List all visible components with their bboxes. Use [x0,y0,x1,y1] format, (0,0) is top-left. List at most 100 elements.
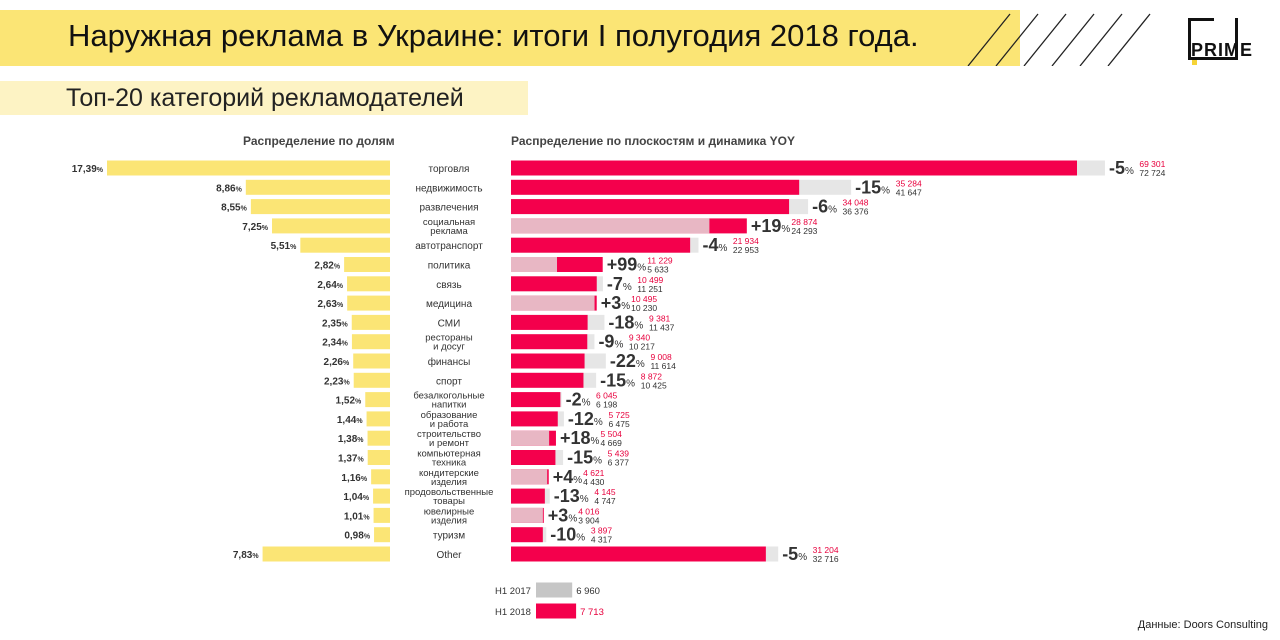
value-label-h1-2017: 4 747 [594,496,616,506]
bar-h1-2018 [511,237,691,253]
yoy-percent-label: +4% [553,467,583,487]
category-label: и работа [430,419,469,430]
value-label-h1-2017: 4 669 [601,438,623,448]
yoy-percent-label: -15% [567,448,602,468]
page-subtitle: Топ-20 категорий рекламодателей [66,84,464,112]
category-label: ювелирные [424,506,475,517]
category-label: строительство [417,429,481,440]
value-label-h1-2018: 11 229 [647,256,673,266]
bar-h1-2017 [511,218,710,234]
share-value-label: 8,86% [216,183,242,194]
logo-frame [1188,18,1238,60]
value-label-h1-2018: 3 897 [591,526,613,536]
value-label-h1-2017: 11 614 [650,361,676,371]
share-bar [367,430,390,446]
value-label-h1-2017: 22 953 [733,245,759,255]
bar-h1-2018 [511,334,588,350]
share-value-label: 2,26% [324,357,350,368]
value-label-h1-2017: 41 647 [896,187,922,197]
value-label-h1-2017: 11 437 [649,322,675,332]
yoy-percent-label: -4% [702,235,727,255]
yoy-percent-label: -12% [568,409,603,429]
share-bar [366,411,390,427]
logo: PRIME [1191,40,1254,60]
source-note: Данные: Doors Consulting [1137,619,1268,631]
yoy-percent-label: +19% [751,216,791,236]
value-label-h1-2018: 5 725 [608,410,630,420]
value-label-h1-2017: 24 293 [791,226,817,236]
category-label: недвижимость [415,183,482,194]
bar-h1-2018 [511,314,588,330]
value-label-h1-2018: 6 045 [596,391,618,401]
share-value-label: 7,25% [242,222,268,233]
bar-h1-2017 [511,257,558,272]
yoy-percent-label: -6% [812,197,837,217]
share-value-label: 1,38% [338,434,364,445]
bar-h1-2018 [511,199,790,215]
share-bar [262,546,390,562]
value-label-h1-2017: 10 425 [641,380,667,390]
value-label-h1-2018: 35 284 [896,178,922,188]
yoy-percent-label: -15% [600,370,635,390]
value-label-h1-2017: 72 724 [1139,168,1165,178]
category-label: изделия [431,515,467,526]
value-label-h1-2017: 6 475 [608,419,630,429]
value-label-h1-2017: 10 230 [631,303,657,313]
share-value-label: 1,52% [336,396,362,407]
value-label-h1-2018: 9 340 [629,333,651,343]
yoy-percent-label: -5% [782,544,807,564]
category-label: спорт [436,376,462,387]
value-label-h1-2017: 11 251 [637,284,663,294]
category-label: безалкогольные [413,391,484,402]
share-value-label: 17,39% [72,164,104,175]
category-label: компьютерная [417,449,481,460]
share-value-label: 0,98% [344,531,370,542]
category-label: изделия [431,477,467,488]
value-label-h1-2018: 9 008 [650,352,672,362]
value-label-h1-2018: 31 204 [813,545,839,555]
legend-swatch [536,582,573,598]
share-value-label: 2,82% [314,261,340,272]
yoy-percent-label: +18% [560,428,600,448]
legend-value: 6 960 [576,586,600,597]
title-band [0,10,1020,66]
logo-frame-top [1188,18,1214,21]
value-label-h1-2018: 69 301 [1139,159,1165,169]
share-value-label: 1,44% [337,415,363,426]
share-value-label: 1,16% [341,473,367,484]
category-label: автотранспорт [415,241,483,252]
share-bar [272,218,390,234]
value-label-h1-2017: 3 904 [578,515,600,525]
value-label-h1-2017: 5 633 [647,265,669,275]
category-label: медицина [426,299,472,310]
category-label: Other [436,550,462,561]
value-label-h1-2017: 32 716 [813,554,839,564]
category-label: реклама [430,226,468,237]
share-value-label: 1,37% [338,454,364,465]
share-bar [351,314,390,330]
value-label-h1-2018: 10 495 [631,294,657,304]
yoy-percent-label: -10% [550,525,585,545]
share-bar [374,527,390,543]
value-label-h1-2018: 5 439 [608,449,630,459]
bar-h1-2017 [511,430,550,446]
category-label: туризм [433,531,465,542]
yoy-percent-label: -22% [610,351,645,371]
legend-label: H1 2018 [495,607,531,618]
share-bar [365,392,390,408]
share-value-label: 2,23% [324,376,350,387]
value-label-h1-2017: 6 377 [608,458,630,468]
category-label: финансы [428,356,471,368]
bar-h1-2017 [511,507,543,523]
bar-h1-2017 [511,469,548,485]
value-label-h1-2017: 4 430 [583,477,605,487]
category-label: торговля [429,164,470,175]
bar-h1-2018 [511,488,545,504]
yoy-percent-label: -2% [566,390,591,410]
right-chart-heading: Распределение по плоскостям и динамика Y… [511,134,795,148]
value-label-h1-2017: 10 217 [629,342,655,352]
share-value-label: 8,55% [221,203,247,214]
share-bar [373,507,390,523]
value-label-h1-2017: 4 317 [591,535,613,545]
